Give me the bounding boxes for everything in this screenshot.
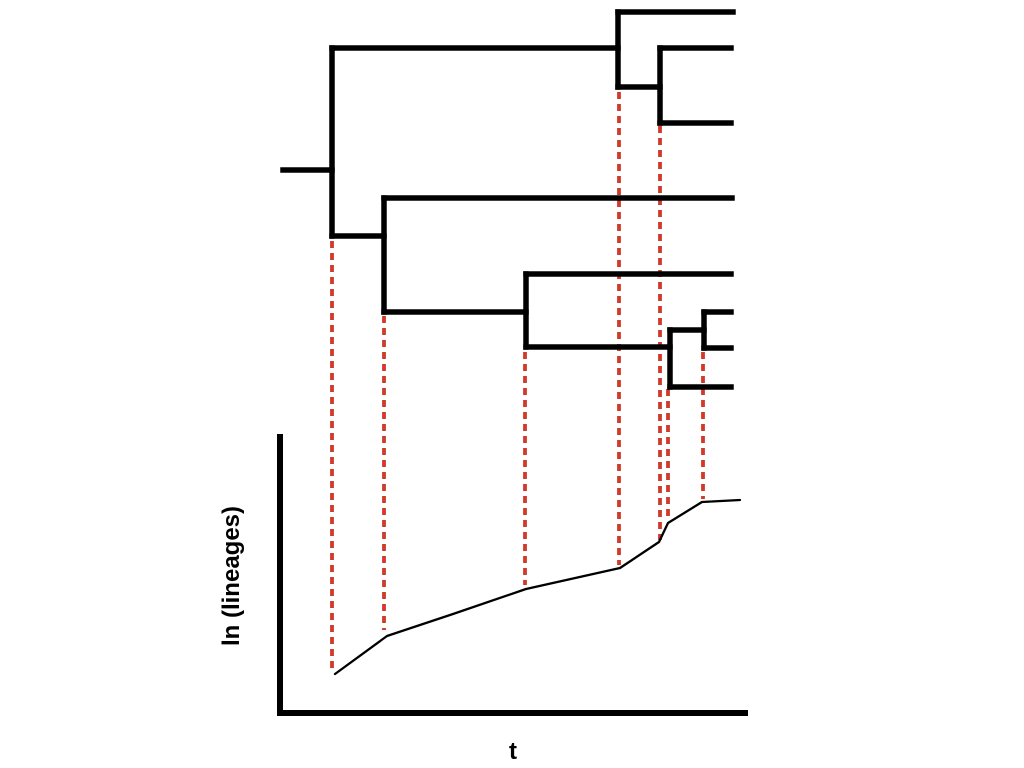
x-axis-label: t [509,738,517,765]
phylogenetic-tree [280,9,736,390]
ltt-curve [333,498,742,676]
y-axis-label: ln (lineages) [218,505,245,647]
node-drop-lines [330,92,705,668]
plot-axes [277,434,748,716]
